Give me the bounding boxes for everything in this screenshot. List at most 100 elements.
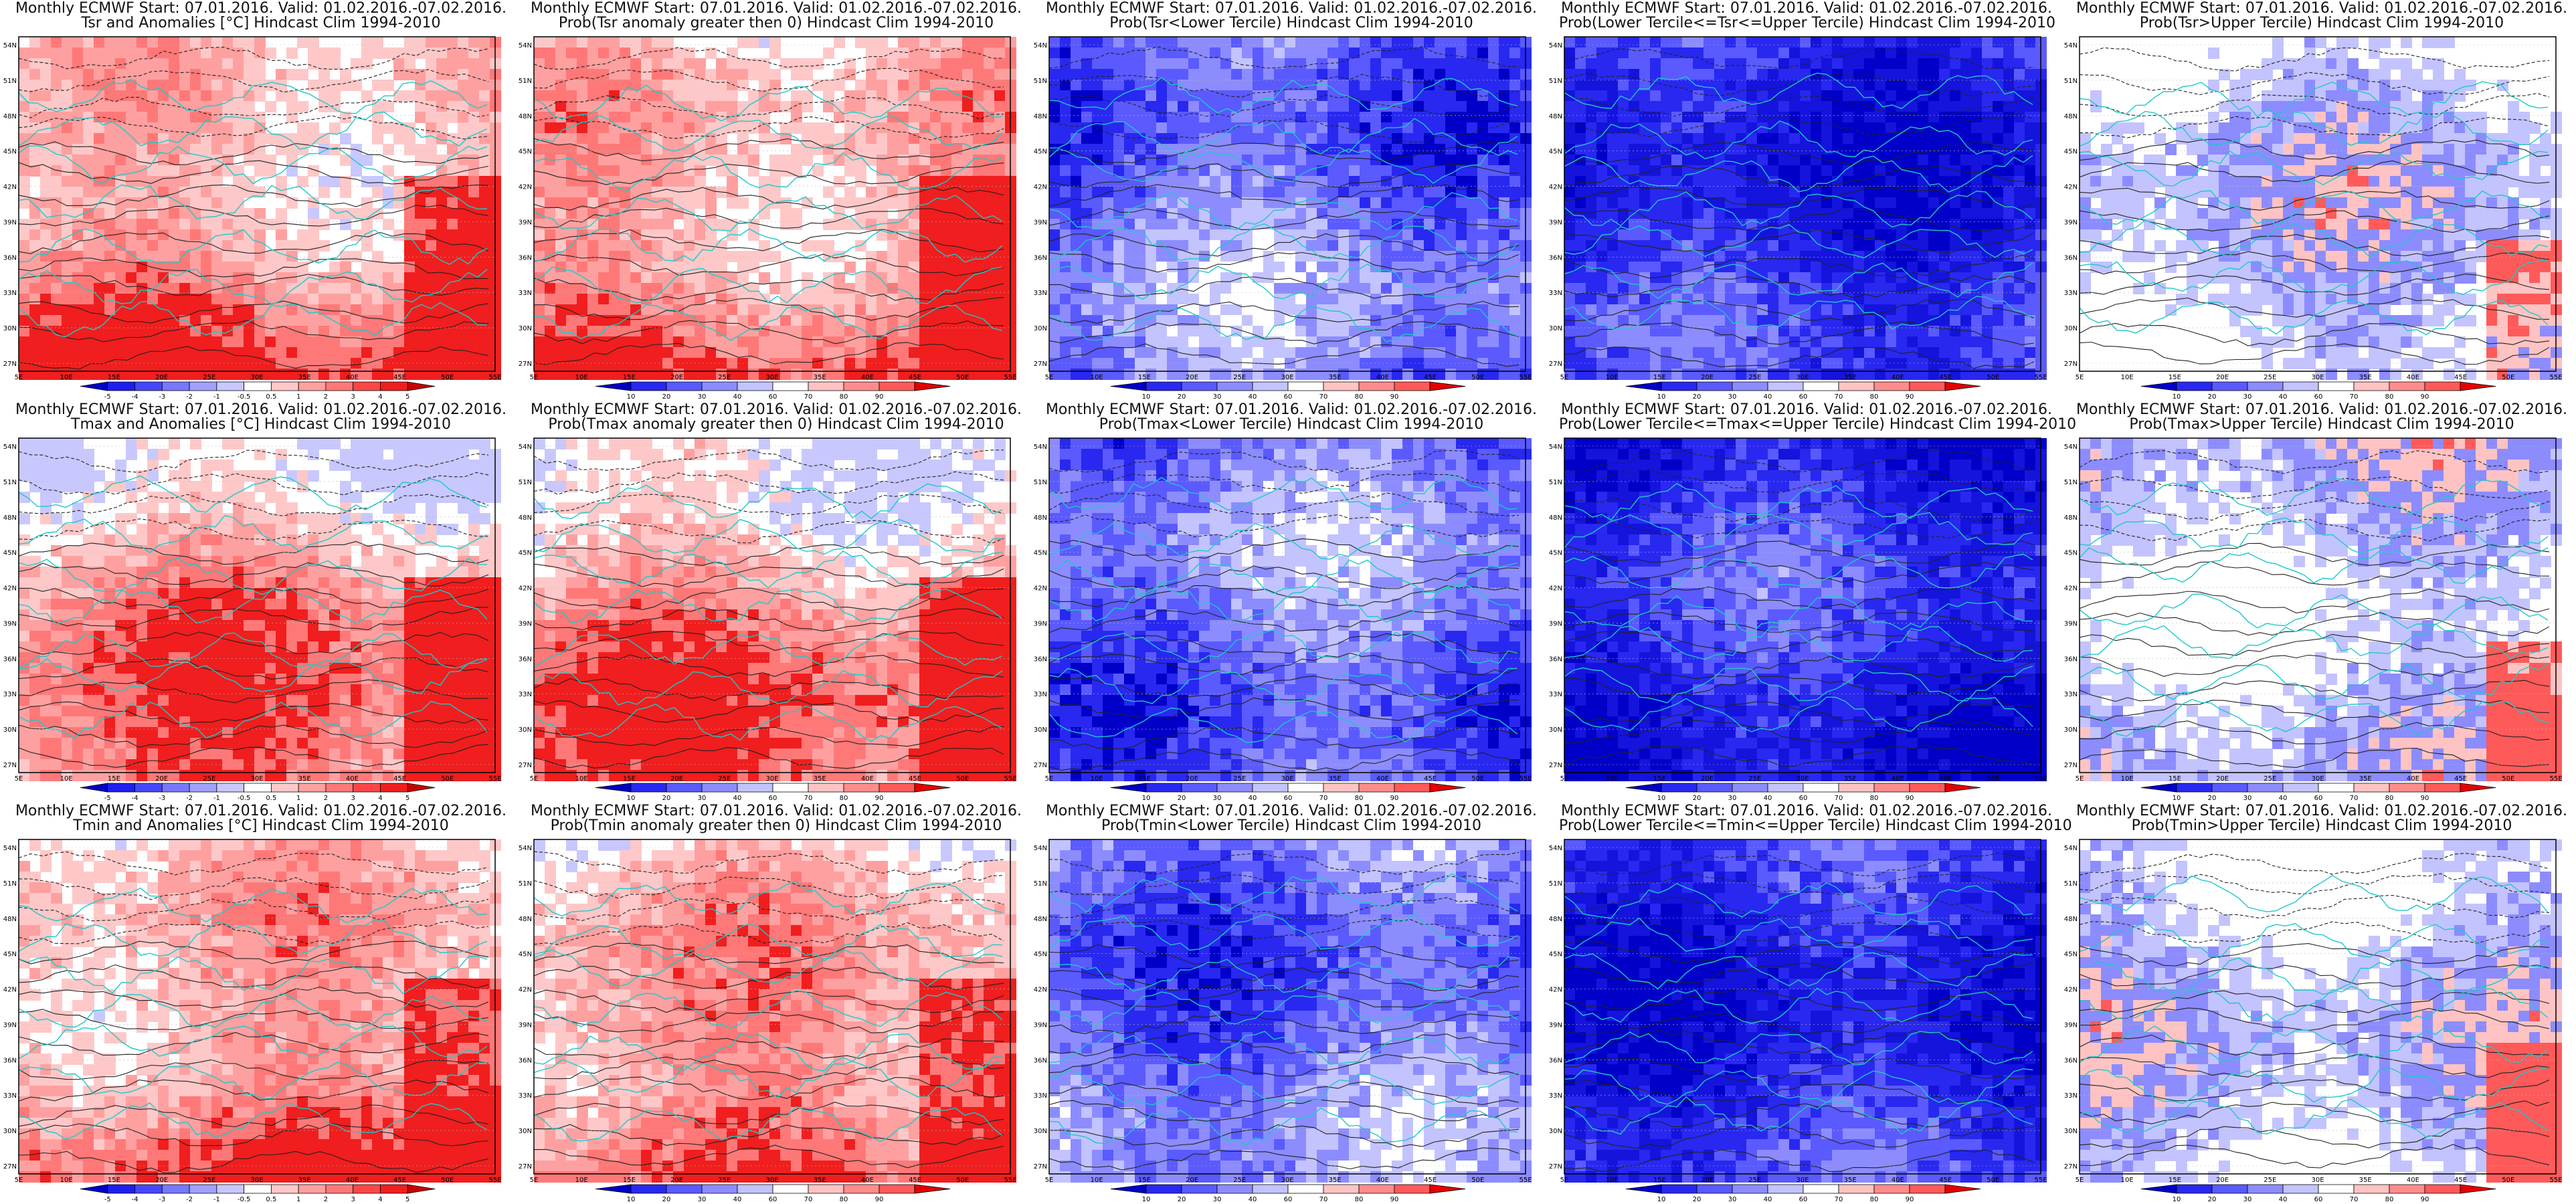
panel-title-line1: Monthly ECMWF Start: 07.01.2016. Valid: … bbox=[1044, 0, 1539, 17]
lat-tick-label: 27N bbox=[1034, 762, 1047, 769]
lon-tick-label: 50E bbox=[956, 1177, 969, 1184]
lon-tick-label: 55E bbox=[1519, 1177, 1532, 1184]
lon-tick-label: 25E bbox=[718, 1177, 731, 1184]
lat-tick-label: 39N bbox=[1034, 219, 1047, 226]
colorbar-swatch bbox=[595, 783, 632, 793]
panel-title-line1: Monthly ECMWF Start: 07.01.2016. Valid: … bbox=[1559, 401, 2054, 418]
lon-tick-label: 30E bbox=[1796, 1177, 1809, 1184]
lat-tick-label: 27N bbox=[1034, 361, 1047, 368]
lat-tick-label: 39N bbox=[519, 620, 532, 627]
colorbar-label: 70 bbox=[2350, 393, 2359, 401]
colorbar-label: 2 bbox=[324, 795, 328, 802]
lat-tick-label: 51N bbox=[1549, 880, 1562, 888]
lat-tick-label: 33N bbox=[3, 290, 17, 297]
colorbar-label: 10 bbox=[1657, 795, 1666, 802]
lat-tick-label: 45N bbox=[1549, 148, 1562, 156]
colorbar-label: 40 bbox=[1249, 393, 1257, 401]
colorbar-swatch bbox=[2318, 381, 2355, 391]
colorbar-swatch bbox=[595, 381, 632, 391]
colorbar-label: 10 bbox=[2173, 393, 2181, 401]
colorbar-label: 10 bbox=[627, 1196, 636, 1203]
lon-tick-label: 10E bbox=[2121, 775, 2134, 783]
colorbar-label: 80 bbox=[1870, 795, 1879, 802]
colorbar-swatch bbox=[1873, 783, 1910, 793]
lon-tick-label: 10E bbox=[1606, 374, 1619, 381]
lon-tick-label: 40E bbox=[346, 1177, 359, 1184]
colorbar-swatch bbox=[1944, 1184, 1981, 1194]
colorbar-swatch bbox=[1358, 783, 1395, 793]
lon-tick-label: 10E bbox=[60, 374, 73, 381]
colorbar-swatch bbox=[1944, 381, 1981, 391]
colorbar-label: 5 bbox=[405, 393, 409, 401]
colorbar-label: 2 bbox=[324, 393, 328, 401]
lon-tick-label: 45E bbox=[1939, 374, 1952, 381]
colorbar-label: -5 bbox=[104, 795, 111, 802]
lon-tick-label: 20E bbox=[1186, 775, 1198, 783]
panel-title-line2: Prob(Tmin>Upper Tercile) Hindcast Clim 1… bbox=[2074, 817, 2569, 834]
map-panel: Monthly ECMWF Start: 07.01.2016. Valid: … bbox=[1030, 0, 1546, 401]
colorbar-swatch bbox=[879, 1184, 915, 1194]
lat-tick-label: 33N bbox=[1034, 290, 1047, 297]
lon-tick-label: 45E bbox=[1424, 1177, 1437, 1184]
colorbar-label: 20 bbox=[662, 1196, 671, 1203]
lat-tick-label: 54N bbox=[1034, 42, 1047, 49]
colorbar-swatch bbox=[914, 1184, 951, 1194]
lat-tick-label: 39N bbox=[3, 1021, 17, 1029]
lat-tick-label: 39N bbox=[1034, 1021, 1047, 1029]
colorbar-swatch bbox=[380, 381, 408, 391]
lat-tick-label: 54N bbox=[1549, 845, 1562, 852]
colorbar-swatch bbox=[1696, 1184, 1733, 1194]
lat-tick-label: 51N bbox=[1034, 479, 1047, 486]
lon-tick-label: 50E bbox=[1987, 374, 1999, 381]
colorbar-swatch bbox=[216, 381, 245, 391]
colorbar-swatch bbox=[1323, 381, 1360, 391]
colorbar-swatch bbox=[1767, 1184, 1804, 1194]
lon-tick-label: 55E bbox=[1519, 374, 1532, 381]
lon-tick-label: 20E bbox=[670, 775, 683, 783]
colorbar-swatch bbox=[1394, 381, 1431, 391]
map-panel: Monthly ECMWF Start: 07.01.2016. Valid: … bbox=[1546, 401, 2076, 803]
colorbar-swatch bbox=[666, 783, 703, 793]
map-panel: Monthly ECMWF Start: 07.01.2016. Valid: … bbox=[0, 803, 515, 1204]
map-panel: Monthly ECMWF Start: 07.01.2016. Valid: … bbox=[0, 401, 515, 803]
lon-tick-label: 40E bbox=[1892, 374, 1904, 381]
lon-tick-label: 15E bbox=[108, 775, 120, 783]
colorbar-swatch bbox=[1216, 783, 1253, 793]
colorbar-swatch bbox=[1873, 1184, 1910, 1194]
lon-tick-label: 45E bbox=[1939, 775, 1952, 783]
colorbar-swatch bbox=[1323, 1184, 1360, 1194]
lat-tick-label: 48N bbox=[1034, 514, 1047, 522]
colorbar-label: 3 bbox=[351, 393, 355, 401]
lon-tick-label: 45E bbox=[1424, 775, 1437, 783]
lon-tick-label: 40E bbox=[2407, 775, 2419, 783]
lon-tick-label: 20E bbox=[155, 775, 168, 783]
lat-tick-label: 36N bbox=[1549, 1057, 1562, 1064]
lat-tick-label: 54N bbox=[2064, 845, 2078, 852]
lon-tick-label: 55E bbox=[2034, 374, 2047, 381]
panel-title-line1: Monthly ECMWF Start: 07.01.2016. Valid: … bbox=[2074, 0, 2569, 17]
colorbar-swatch bbox=[2282, 1184, 2319, 1194]
panel-title-line2: Prob(Tmax<Lower Tercile) Hindcast Clim 1… bbox=[1044, 416, 1539, 433]
colorbar-label: 0.5 bbox=[266, 1196, 276, 1203]
colorbar-swatch bbox=[80, 381, 108, 391]
lat-tick-label: 30N bbox=[3, 1128, 17, 1135]
colorbar-label: 30 bbox=[2243, 795, 2252, 802]
colorbar-label: 60 bbox=[2314, 393, 2323, 401]
colorbar-swatch bbox=[630, 1184, 667, 1194]
colorbar-label: 1 bbox=[296, 393, 300, 401]
colorbar-swatch bbox=[1909, 1184, 1946, 1194]
lon-tick-label: 5E bbox=[2076, 374, 2084, 381]
colorbar-swatch bbox=[666, 381, 703, 391]
lon-tick-label: 30E bbox=[1281, 1177, 1293, 1184]
lon-tick-label: 45E bbox=[2454, 775, 2467, 783]
colorbar-swatch bbox=[2140, 783, 2177, 793]
colorbar-label: 30 bbox=[1728, 795, 1737, 802]
map-panel: Monthly ECMWF Start: 07.01.2016. Valid: … bbox=[2061, 401, 2576, 803]
lat-tick-label: 33N bbox=[2064, 691, 2078, 698]
lon-tick-label: 5E bbox=[530, 374, 539, 381]
lon-tick-label: 35E bbox=[298, 1177, 311, 1184]
lat-tick-label: 51N bbox=[519, 78, 532, 85]
lon-tick-label: 15E bbox=[1653, 1177, 1666, 1184]
